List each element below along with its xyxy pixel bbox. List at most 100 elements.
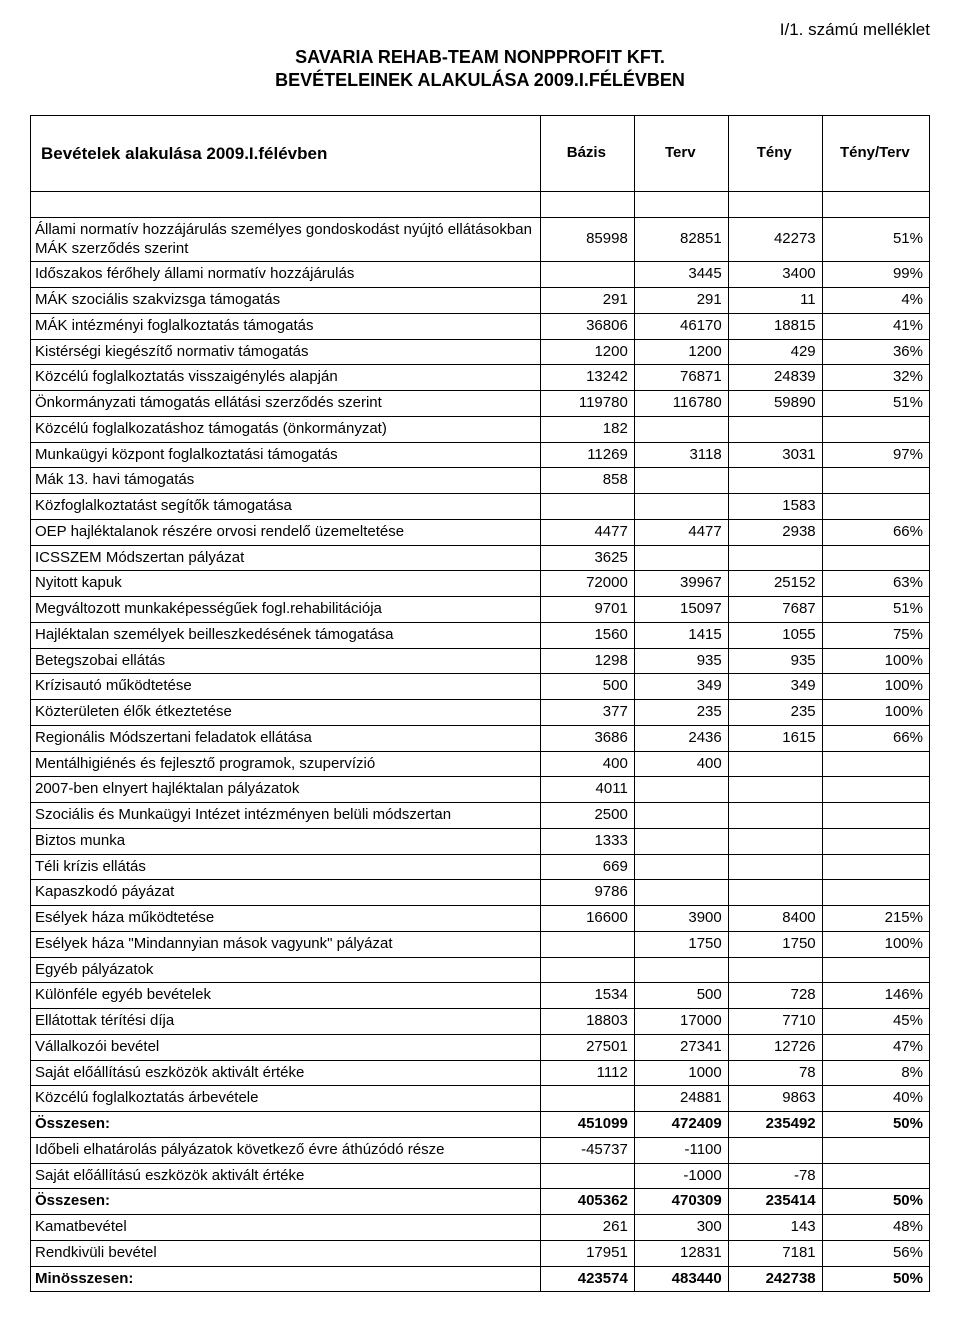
col-header-teny: Tény [728, 115, 822, 191]
row-label: Minösszesen: [31, 1266, 541, 1292]
row-value: 7181 [728, 1240, 822, 1266]
row-value: 1583 [728, 494, 822, 520]
row-label: Kistérségi kiegészítő normativ támogatás [31, 339, 541, 365]
table-row: Esélyek háza "Mindannyian mások vagyunk"… [31, 931, 930, 957]
row-pct: 41% [822, 313, 929, 339]
row-value [634, 880, 728, 906]
table-row: Önkormányzati támogatás ellátási szerződ… [31, 391, 930, 417]
row-pct [822, 751, 929, 777]
row-value: 1333 [540, 828, 634, 854]
row-value: 1615 [728, 725, 822, 751]
row-value: 4477 [540, 519, 634, 545]
row-value: 8400 [728, 906, 822, 932]
row-value: 3445 [634, 262, 728, 288]
spacer-cell [540, 191, 634, 217]
row-value: 4477 [634, 519, 728, 545]
col-header-label: Bevételek alakulása 2009.I.félévben [31, 115, 541, 191]
row-value: 182 [540, 416, 634, 442]
row-value: 119780 [540, 391, 634, 417]
row-value: 472409 [634, 1112, 728, 1138]
row-label: ICSSZEM Módszertan pályázat [31, 545, 541, 571]
page-title: SAVARIA REHAB-TEAM NONPPROFIT KFT. BEVÉT… [30, 46, 930, 93]
row-value: -1000 [634, 1163, 728, 1189]
spacer-cell [634, 191, 728, 217]
row-pct: 100% [822, 700, 929, 726]
row-value [540, 1086, 634, 1112]
row-value: 17000 [634, 1009, 728, 1035]
row-pct: 50% [822, 1189, 929, 1215]
row-label: Összesen: [31, 1189, 541, 1215]
row-label: OEP hajléktalanok részére orvosi rendelő… [31, 519, 541, 545]
row-value [728, 468, 822, 494]
row-value: 429 [728, 339, 822, 365]
table-row: ICSSZEM Módszertan pályázat3625 [31, 545, 930, 571]
table-row: Kistérségi kiegészítő normativ támogatás… [31, 339, 930, 365]
row-value [634, 777, 728, 803]
table-row: Állami normatív hozzájárulás személyes g… [31, 217, 930, 262]
row-value: 7687 [728, 597, 822, 623]
table-row: OEP hajléktalanok részére orvosi rendelő… [31, 519, 930, 545]
row-value [728, 854, 822, 880]
row-value: 2500 [540, 803, 634, 829]
row-value [540, 957, 634, 983]
row-pct: 50% [822, 1112, 929, 1138]
row-value: 1750 [634, 931, 728, 957]
row-value: 1112 [540, 1060, 634, 1086]
row-value: 400 [540, 751, 634, 777]
col-header-tenyterv: Tény/Terv [822, 115, 929, 191]
row-value: 728 [728, 983, 822, 1009]
row-pct: 48% [822, 1215, 929, 1241]
row-value: 27341 [634, 1034, 728, 1060]
row-value [728, 803, 822, 829]
row-label: Biztos munka [31, 828, 541, 854]
row-label: Közcélú foglalkoztatás visszaigénylés al… [31, 365, 541, 391]
row-pct: 56% [822, 1240, 929, 1266]
row-value: 9863 [728, 1086, 822, 1112]
row-label: 2007-ben elnyert hajléktalan pályázatok [31, 777, 541, 803]
row-value: 349 [728, 674, 822, 700]
row-label: Állami normatív hozzájárulás személyes g… [31, 217, 541, 262]
row-value: 4011 [540, 777, 634, 803]
row-value: 11 [728, 288, 822, 314]
row-value: 18815 [728, 313, 822, 339]
row-value: 451099 [540, 1112, 634, 1138]
row-value: 39967 [634, 571, 728, 597]
table-row: MÁK szociális szakvizsga támogatás291291… [31, 288, 930, 314]
row-value: 25152 [728, 571, 822, 597]
row-label: Mentálhigiénés és fejlesztő programok, s… [31, 751, 541, 777]
row-value: 1415 [634, 622, 728, 648]
revenue-table: Bevételek alakulása 2009.I.félévben Bázi… [30, 115, 930, 1293]
table-row: Közterületen élők étkeztetése37723523510… [31, 700, 930, 726]
table-body: Állami normatív hozzájárulás személyes g… [31, 191, 930, 1292]
row-label: Saját előállítású eszközök aktivált érté… [31, 1163, 541, 1189]
row-label: Saját előállítású eszközök aktivált érté… [31, 1060, 541, 1086]
row-value: 483440 [634, 1266, 728, 1292]
row-value: 291 [540, 288, 634, 314]
row-value [634, 957, 728, 983]
row-label: Közcélú foglalkoztatás árbevétele [31, 1086, 541, 1112]
row-pct: 75% [822, 622, 929, 648]
table-row: Hajléktalan személyek beilleszkedésének … [31, 622, 930, 648]
row-value: -45737 [540, 1137, 634, 1163]
row-pct: 32% [822, 365, 929, 391]
col-header-bazis: Bázis [540, 115, 634, 191]
table-row: Kapaszkodó páyázat9786 [31, 880, 930, 906]
row-pct: 40% [822, 1086, 929, 1112]
row-value: 1298 [540, 648, 634, 674]
row-pct [822, 880, 929, 906]
row-value: 1200 [634, 339, 728, 365]
row-value: 46170 [634, 313, 728, 339]
row-value: 235 [728, 700, 822, 726]
table-row: Egyéb pályázatok [31, 957, 930, 983]
row-label: MÁK szociális szakvizsga támogatás [31, 288, 541, 314]
row-label: Összesen: [31, 1112, 541, 1138]
table-header-row: Bevételek alakulása 2009.I.félévben Bázi… [31, 115, 930, 191]
row-label: Közterületen élők étkeztetése [31, 700, 541, 726]
row-pct [822, 854, 929, 880]
row-value: 17951 [540, 1240, 634, 1266]
table-row: Időszakos férőhely állami normatív hozzá… [31, 262, 930, 288]
row-value: 12726 [728, 1034, 822, 1060]
row-value: 500 [634, 983, 728, 1009]
row-pct [822, 777, 929, 803]
row-label: Szociális és Munkaügyi Intézet intézmény… [31, 803, 541, 829]
